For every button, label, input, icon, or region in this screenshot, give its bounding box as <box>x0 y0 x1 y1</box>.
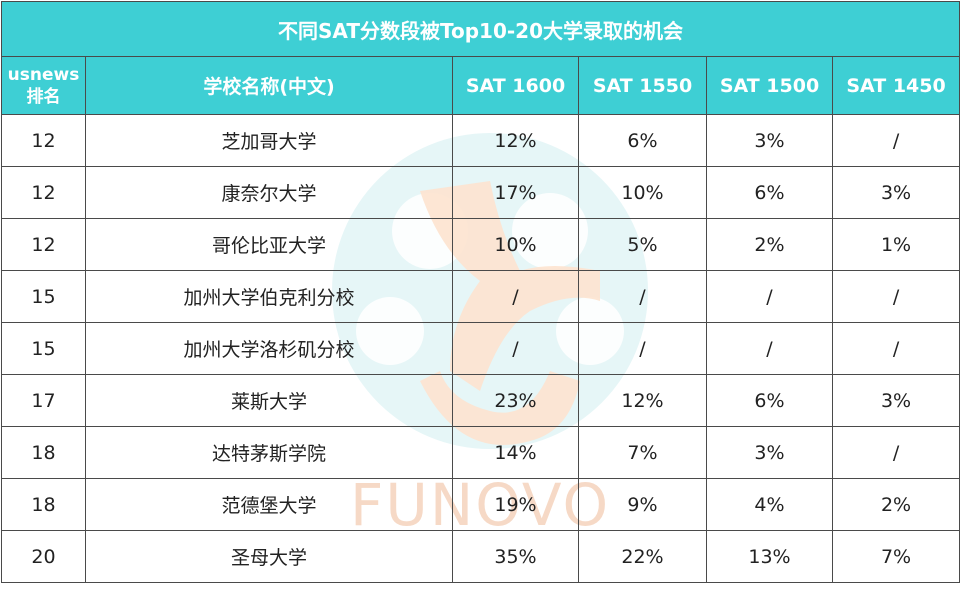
cell-rank: 15 <box>1 322 86 375</box>
cell-school: 芝加哥大学 <box>85 114 453 167</box>
cell-rank: 18 <box>1 426 86 479</box>
cell-sat1600: 35% <box>452 530 579 583</box>
cell-school: 达特茅斯学院 <box>85 426 453 479</box>
header-row: usnews 排名 学校名称(中文) SAT 1600 SAT 1550 SAT… <box>1 56 960 115</box>
cell-sat1550: / <box>578 322 707 375</box>
cell-school: 康奈尔大学 <box>85 166 453 219</box>
header-sat1600: SAT 1600 <box>452 56 579 115</box>
cell-sat1500: 13% <box>706 530 833 583</box>
cell-sat1600: 10% <box>452 218 579 271</box>
table-row: 18 达特茅斯学院 14% 7% 3% / <box>1 426 960 479</box>
cell-sat1450: / <box>831 322 960 375</box>
title-row: 不同SAT分数段被Top10-20大学录取的机会 <box>0 1 960 57</box>
cell-sat1550: 22% <box>578 530 707 583</box>
table-row: 15 加州大学洛杉矶分校 / / / / <box>1 322 960 375</box>
cell-sat1500: 6% <box>706 166 833 219</box>
header-rank-line2: 排名 <box>26 86 61 107</box>
cell-sat1550: 5% <box>578 218 707 271</box>
cell-sat1600: 17% <box>452 166 579 219</box>
cell-sat1450: / <box>831 270 960 323</box>
cell-sat1550: 12% <box>578 374 707 427</box>
table-row: 17 莱斯大学 23% 12% 6% 3% <box>1 374 960 427</box>
cell-sat1500: 6% <box>706 374 833 427</box>
cell-sat1500: 3% <box>706 426 833 479</box>
cell-sat1600: 14% <box>452 426 579 479</box>
cell-sat1500: 4% <box>706 478 833 531</box>
cell-sat1600: / <box>452 270 579 323</box>
table-title: 不同SAT分数段被Top10-20大学录取的机会 <box>0 1 960 57</box>
table-row: 15 加州大学伯克利分校 / / / / <box>1 270 960 323</box>
cell-sat1500: / <box>706 322 833 375</box>
cell-sat1550: 9% <box>578 478 707 531</box>
table-row: 20 圣母大学 35% 22% 13% 7% <box>1 530 960 583</box>
cell-sat1450: 1% <box>831 218 960 271</box>
cell-sat1550: 7% <box>578 426 707 479</box>
cell-sat1500: 2% <box>706 218 833 271</box>
cell-rank: 15 <box>1 270 86 323</box>
cell-sat1450: 3% <box>831 166 960 219</box>
cell-rank: 12 <box>1 166 86 219</box>
cell-rank: 12 <box>1 218 86 271</box>
cell-school: 范德堡大学 <box>85 478 453 531</box>
header-sat1450: SAT 1450 <box>831 56 960 115</box>
cell-sat1450: 2% <box>831 478 960 531</box>
cell-sat1450: / <box>831 114 960 167</box>
cell-rank: 12 <box>1 114 86 167</box>
cell-sat1450: 3% <box>831 374 960 427</box>
cell-sat1600: 23% <box>452 374 579 427</box>
cell-sat1600: / <box>452 322 579 375</box>
header-sat1500: SAT 1500 <box>706 56 833 115</box>
cell-sat1450: 7% <box>831 530 960 583</box>
table-row: 12 哥伦比亚大学 10% 5% 2% 1% <box>1 218 960 271</box>
table-row: 18 范德堡大学 19% 9% 4% 2% <box>1 478 960 531</box>
cell-sat1550: 6% <box>578 114 707 167</box>
cell-sat1500: / <box>706 270 833 323</box>
cell-school: 加州大学伯克利分校 <box>85 270 453 323</box>
cell-rank: 17 <box>1 374 86 427</box>
cell-school: 莱斯大学 <box>85 374 453 427</box>
cell-rank: 20 <box>1 530 86 583</box>
table-row: 12 芝加哥大学 12% 6% 3% / <box>1 114 960 167</box>
cell-school: 哥伦比亚大学 <box>85 218 453 271</box>
cell-school: 加州大学洛杉矶分校 <box>85 322 453 375</box>
cell-rank: 18 <box>1 478 86 531</box>
header-sat1550: SAT 1550 <box>578 56 707 115</box>
cell-school: 圣母大学 <box>85 530 453 583</box>
header-school: 学校名称(中文) <box>85 56 453 115</box>
table-row: 12 康奈尔大学 17% 10% 6% 3% <box>1 166 960 219</box>
cell-sat1500: 3% <box>706 114 833 167</box>
header-rank-line1: usnews <box>7 64 80 85</box>
header-rank: usnews 排名 <box>1 56 86 115</box>
admission-table: 不同SAT分数段被Top10-20大学录取的机会 usnews 排名 学校名称(… <box>0 1 960 583</box>
cell-sat1600: 12% <box>452 114 579 167</box>
table-body: 12 芝加哥大学 12% 6% 3%/12 康奈尔大学 17% 10% 6% 3% 12 哥伦比亚大学… <box>1 114 960 583</box>
cell-sat1450: / <box>831 426 960 479</box>
cell-sat1550: 10% <box>578 166 707 219</box>
cell-sat1600: 19% <box>452 478 579 531</box>
cell-sat1550: / <box>578 270 707 323</box>
